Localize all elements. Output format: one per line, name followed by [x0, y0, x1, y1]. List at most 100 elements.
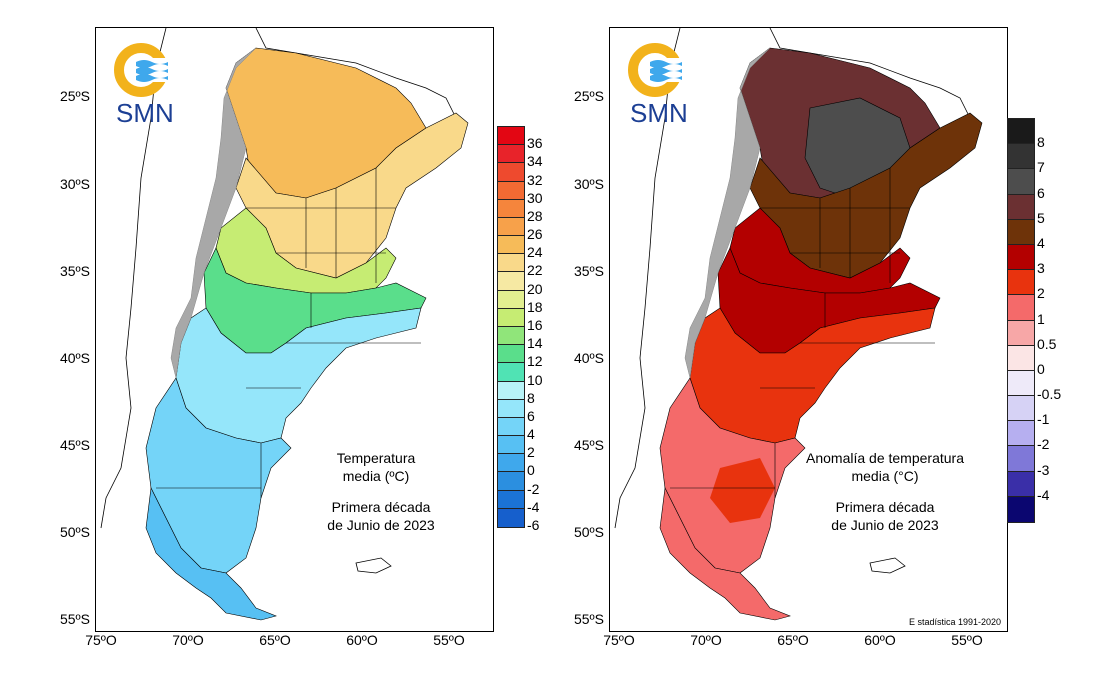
map-subtitle: Primera década de Junio de 2023 [301, 498, 461, 534]
x-tick-label: 70ºO [172, 632, 204, 648]
y-tick-label: 45ºS [59, 437, 90, 453]
legend-label: -4 [527, 498, 540, 515]
legend-color-swatch [497, 380, 525, 400]
legend-color-swatch [497, 162, 525, 182]
legend-color-swatch [497, 271, 525, 291]
legend-color-swatch [1007, 369, 1035, 397]
legend-label: 3 [1037, 260, 1045, 277]
legend-label: -1 [1037, 411, 1050, 428]
y-tick-label: 55ºS [59, 611, 90, 627]
anomaly-map-panel: SMN Anomalía de temperatura media (°C) P… [609, 27, 1008, 632]
legend-label: 26 [527, 226, 543, 243]
smn-logo: SMN [628, 40, 698, 130]
y-tick-label: 25ºS [573, 88, 604, 104]
statistics-credit: E stadística 1991-2020 [908, 617, 1001, 627]
map-subtitle-line2: de Junio de 2023 [831, 517, 939, 533]
legend-color-swatch [497, 307, 525, 327]
legend-color-swatch [497, 362, 525, 382]
temperature-map [100, 28, 469, 621]
map-title: Anomalía de temperatura media (°C) [790, 449, 980, 485]
legend-color-swatch [497, 216, 525, 237]
x-tick-label: 55ºO [433, 632, 465, 648]
x-tick-label: 65ºO [777, 632, 809, 648]
y-tick-label: 30ºS [573, 176, 604, 192]
legend-color-swatch [1007, 294, 1035, 321]
legend-color-swatch [1007, 218, 1035, 245]
legend-label: 1 [1037, 310, 1045, 327]
smn-logo-text: SMN [630, 98, 688, 128]
legend-label: -6 [527, 517, 540, 533]
legend-label: 10 [527, 371, 543, 388]
x-tick-label: 55ºO [951, 632, 983, 648]
legend-color-swatch [497, 489, 525, 509]
legend-label: 2 [1037, 285, 1045, 302]
legend-label: 24 [527, 244, 543, 261]
legend-color-swatch [1007, 344, 1035, 371]
smn-logo: SMN [114, 40, 184, 130]
legend-label: 2 [527, 444, 535, 461]
legend-label: 0 [527, 462, 535, 479]
legend-color-swatch [497, 471, 525, 491]
legend-color-swatch [497, 507, 525, 528]
legend-label: 16 [527, 317, 543, 333]
legend-color-swatch [1007, 495, 1035, 523]
legend-color-swatch [497, 180, 525, 200]
legend-label: 7 [1037, 159, 1045, 176]
legend-label: 4 [527, 426, 535, 443]
legend-color-swatch [497, 198, 525, 218]
map-subtitle: Primera década de Junio de 2023 [805, 498, 965, 534]
legend-label: -2 [1037, 436, 1050, 453]
legend-label: -0.5 [1037, 386, 1062, 403]
legend-label: 5 [1037, 209, 1045, 226]
legend-color-swatch [1007, 118, 1035, 145]
anomaly-map [614, 28, 983, 621]
legend-color-swatch [1007, 168, 1035, 195]
legend-label: 0.5 [1037, 335, 1057, 352]
x-tick-label: 70ºO [690, 632, 722, 648]
y-tick-label: 30ºS [59, 176, 90, 192]
legend-color-swatch [1007, 445, 1035, 472]
legend-color-swatch [1007, 193, 1035, 220]
legend-color-swatch [497, 416, 525, 437]
legend-label: 34 [527, 153, 543, 170]
map-subtitle-line1: Primera década [835, 499, 935, 515]
x-tick-label: 60ºO [346, 632, 378, 648]
map-title-line2: media (°C) [851, 468, 919, 484]
map-title-line2: media (ºC) [342, 468, 410, 484]
legend-color-swatch [1007, 143, 1035, 170]
legend-label: 4 [1037, 234, 1045, 251]
legend-label: 8 [1037, 134, 1045, 151]
temperature-map-panel: SMN Temperatura media (ºC) Primera décad… [95, 27, 494, 632]
legend-color-swatch [497, 253, 525, 273]
smn-logo-icon [114, 43, 176, 97]
y-tick-label: 55ºS [573, 611, 604, 627]
map-title: Temperatura media (ºC) [301, 449, 451, 485]
legend-label: 12 [527, 353, 543, 370]
y-tick-label: 40ºS [573, 350, 604, 366]
smn-logo-text: SMN [116, 98, 174, 128]
y-tick-label: 35ºS [573, 263, 604, 279]
legend-color-swatch [497, 144, 525, 164]
legend-label: 32 [527, 171, 543, 188]
legend-label: 28 [527, 207, 543, 224]
map-subtitle-line1: Primera década [331, 499, 431, 515]
legend-color-swatch [1007, 243, 1035, 271]
legend-color-swatch [1007, 269, 1035, 296]
legend-label: 6 [527, 407, 535, 424]
y-tick-label: 40ºS [59, 350, 90, 366]
legend-color-swatch [497, 398, 525, 418]
x-tick-label: 75ºO [603, 632, 635, 648]
legend-label: 36 [527, 135, 543, 152]
y-tick-label: 35ºS [59, 263, 90, 279]
legend-label: 18 [527, 298, 543, 315]
map-title-line1: Anomalía de temperatura [806, 450, 964, 466]
legend-color-swatch [497, 453, 525, 473]
legend-label: -4 [1037, 486, 1050, 503]
legend-label: 8 [527, 389, 535, 406]
legend-color-swatch [1007, 395, 1035, 422]
legend-label: 22 [527, 262, 543, 279]
legend-color-swatch [497, 344, 525, 364]
anomaly-legend: 8 7 6 5 4 3 2 1 0.5 0 -0.5 -1 -2 -3 -4 [1007, 118, 1087, 523]
legend-label: 0 [1037, 360, 1045, 377]
x-tick-label: 65ºO [259, 632, 291, 648]
